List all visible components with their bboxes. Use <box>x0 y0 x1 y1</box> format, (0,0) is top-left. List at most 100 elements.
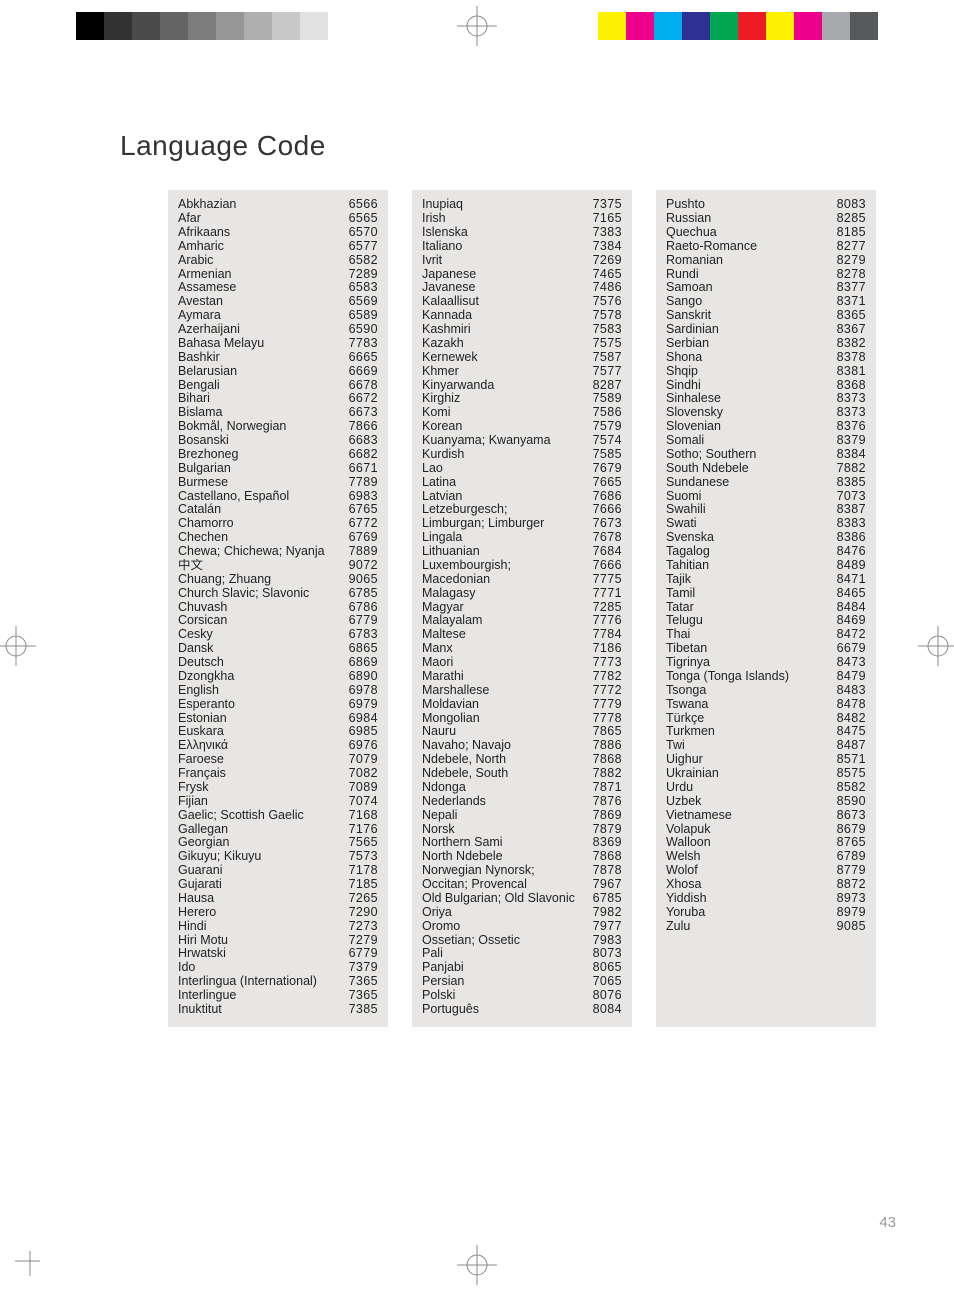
language-row: Pushto8083 <box>666 198 866 212</box>
language-row: Ndebele, South7882 <box>422 767 622 781</box>
language-row: Français7082 <box>178 767 378 781</box>
language-row: South Ndebele7882 <box>666 462 866 476</box>
language-code: 8582 <box>837 781 866 795</box>
language-code: 6671 <box>349 462 378 476</box>
language-code: 8383 <box>837 517 866 531</box>
language-row: Kirghiz7589 <box>422 392 622 406</box>
color-swatch <box>850 12 878 40</box>
language-row: Bengali6678 <box>178 378 378 392</box>
language-name: Faroese <box>178 753 226 767</box>
language-code: 7977 <box>593 920 622 934</box>
language-code: 8369 <box>593 836 622 850</box>
language-name: Maltese <box>422 628 468 642</box>
language-name: Latina <box>422 476 458 490</box>
language-name: Manx <box>422 642 455 656</box>
language-row: Maori7773 <box>422 656 622 670</box>
language-row: English6978 <box>178 684 378 698</box>
language-code: 6577 <box>349 240 378 254</box>
language-row: Inupiaq7375 <box>422 198 622 212</box>
language-row: Svenska8386 <box>666 531 866 545</box>
language-name: Bengali <box>178 379 222 393</box>
language-row: Quechua8185 <box>666 226 866 240</box>
language-row: Português8084 <box>422 1003 622 1017</box>
language-name: Swahili <box>666 503 708 517</box>
language-code: 7783 <box>349 337 378 351</box>
language-row: Tigrinya8473 <box>666 656 866 670</box>
language-name: Tigrinya <box>666 656 712 670</box>
language-code: 8471 <box>837 573 866 587</box>
language-row: Lingala7678 <box>422 531 622 545</box>
language-name: Lithuanian <box>422 545 482 559</box>
language-row: Thai 8472 <box>666 628 866 642</box>
language-name: Kinyarwanda <box>422 379 496 393</box>
language-row: Marathi7782 <box>422 670 622 684</box>
language-name: Navaho; Navajo <box>422 739 513 753</box>
language-name: Northern Sami <box>422 836 505 850</box>
language-name: Tagalog <box>666 545 712 559</box>
language-code: 6783 <box>349 628 378 642</box>
color-swatch <box>76 12 104 40</box>
language-name: Hiri Motu <box>178 934 230 948</box>
color-swatch <box>328 12 356 40</box>
language-name: Lao <box>422 462 445 476</box>
language-name: Norwegian Nynorsk; <box>422 864 537 878</box>
language-name: Tswana <box>666 698 710 712</box>
language-code: 8065 <box>593 961 622 975</box>
language-name: Kazakh <box>422 337 466 351</box>
language-name: North Ndebele <box>422 850 505 864</box>
language-name: Shqip <box>666 365 700 379</box>
language-name: Oriya <box>422 906 454 920</box>
language-code: 8476 <box>837 545 866 559</box>
language-row: Aymara6589 <box>178 309 378 323</box>
language-name: Thai <box>666 628 692 642</box>
language-row: Faroese7079 <box>178 753 378 767</box>
language-code: 7869 <box>593 809 622 823</box>
language-row: Gikuyu; Kikuyu7573 <box>178 850 378 864</box>
language-row: Catalán6765 <box>178 503 378 517</box>
language-row: Korean7579 <box>422 420 622 434</box>
language-name: Estonian <box>178 712 229 726</box>
color-swatch <box>682 12 710 40</box>
language-name: Slovenian <box>666 420 723 434</box>
language-row: Norsk7879 <box>422 822 622 836</box>
language-code: 7585 <box>593 448 622 462</box>
color-swatch <box>822 12 850 40</box>
language-row: Kuanyama; Kwanyama7574 <box>422 434 622 448</box>
language-name: Zulu <box>666 920 692 934</box>
language-row: Shqip8381 <box>666 365 866 379</box>
language-code: 9065 <box>349 573 378 587</box>
language-row: Tatar8484 <box>666 600 866 614</box>
language-name: Magyar <box>422 601 466 615</box>
registration-mark-right <box>918 626 954 666</box>
language-row: Assamese6583 <box>178 281 378 295</box>
language-name: Ido <box>178 961 197 975</box>
language-code: 6979 <box>349 698 378 712</box>
language-code: 7784 <box>593 628 622 642</box>
language-row: Limburgan; Limburger7673 <box>422 517 622 531</box>
language-code: 8679 <box>837 823 866 837</box>
language-code: 7772 <box>593 684 622 698</box>
language-name: Abkhazian <box>178 198 238 212</box>
language-code: 8483 <box>837 684 866 698</box>
language-code: 6779 <box>349 614 378 628</box>
language-code: 8472 <box>837 628 866 642</box>
language-code: 8073 <box>593 947 622 961</box>
language-name: Português <box>422 1003 481 1017</box>
language-name: Swati <box>666 517 699 531</box>
language-code: 7089 <box>349 781 378 795</box>
language-name: Maori <box>422 656 455 670</box>
language-row: Telugu8469 <box>666 614 866 628</box>
language-row: Nederlands7876 <box>422 795 622 809</box>
language-name: Nauru <box>422 725 458 739</box>
registration-mark-bottom <box>457 1245 497 1285</box>
language-code: 8469 <box>837 614 866 628</box>
language-name: Deutsch <box>178 656 226 670</box>
language-row: Corsican6779 <box>178 614 378 628</box>
language-code: 6679 <box>837 642 866 656</box>
language-name: Ndebele, North <box>422 753 508 767</box>
language-row: Moldavian7779 <box>422 698 622 712</box>
language-name: Castellano, Español <box>178 490 291 504</box>
language-code: 7365 <box>349 975 378 989</box>
language-code: 7565 <box>349 836 378 850</box>
language-column: Abkhazian6566Afar6565Afrikaans6570Amhari… <box>168 190 388 1027</box>
